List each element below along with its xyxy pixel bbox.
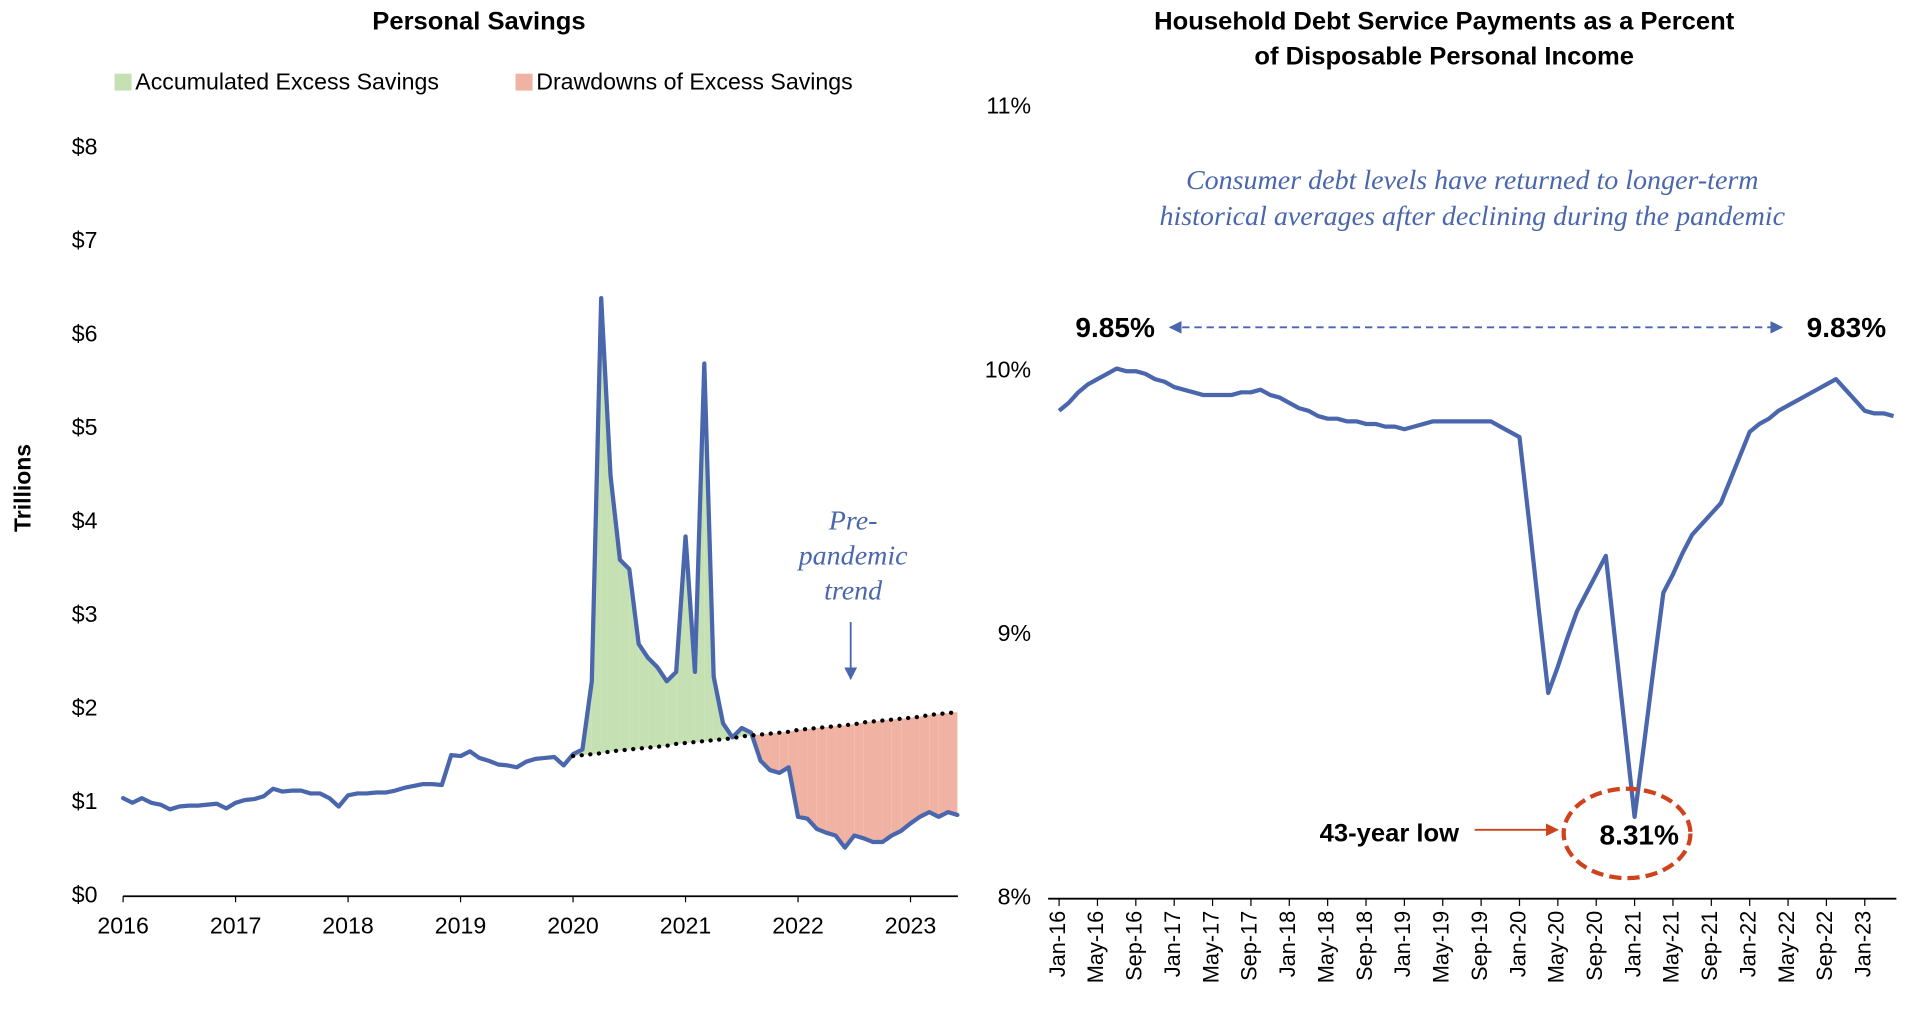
- excess-fill: [769, 732, 780, 773]
- y-tick-label: $0: [72, 881, 98, 907]
- subtitle: Consumer debt levels have returned to lo…: [1186, 165, 1759, 196]
- y-tick-label: $2: [72, 694, 98, 720]
- chart-title: Personal Savings: [372, 8, 585, 36]
- x-tick-label: Sep-21: [1697, 911, 1722, 981]
- legend-swatch: [114, 73, 132, 91]
- y-tick-label: $7: [72, 227, 98, 253]
- excess-fill: [629, 569, 639, 750]
- excess-fill: [648, 657, 658, 748]
- y-tick-label: $6: [72, 321, 98, 347]
- x-tick-label: Sep-19: [1467, 911, 1492, 981]
- x-tick-label: Sep-22: [1812, 911, 1837, 981]
- y-tick-label: 9%: [998, 620, 1031, 646]
- x-tick-label: May-17: [1198, 911, 1223, 983]
- excess-fill: [873, 720, 883, 843]
- y-tick-label: 10%: [985, 356, 1031, 382]
- subtitle: historical averages after declining duri…: [1159, 201, 1785, 232]
- value-label: 9.83%: [1807, 312, 1887, 343]
- legend-label: Drawdowns of Excess Savings: [536, 69, 853, 95]
- x-tick-label: Jan-17: [1160, 911, 1185, 977]
- x-tick-label: Sep-20: [1582, 911, 1607, 981]
- x-tick-label: 2018: [322, 913, 374, 939]
- excess-fill: [844, 724, 855, 848]
- excess-fill: [807, 728, 817, 829]
- excess-fill: [854, 722, 864, 839]
- x-tick-label: May-18: [1313, 911, 1338, 983]
- x-tick-label: 2022: [772, 913, 824, 939]
- x-tick-label: May-22: [1774, 911, 1799, 983]
- x-tick-label: 2021: [660, 913, 712, 939]
- x-tick-label: Jan-18: [1275, 911, 1300, 977]
- excess-fill: [619, 559, 630, 751]
- x-tick-label: May-16: [1083, 911, 1108, 983]
- value-label: 8.31%: [1599, 820, 1679, 851]
- x-tick-label: May-20: [1544, 911, 1569, 983]
- legend-swatch: [515, 73, 533, 91]
- excess-fill: [601, 298, 611, 754]
- legend-label: Accumulated Excess Savings: [135, 69, 439, 95]
- highlight-ring: [1561, 786, 1693, 881]
- x-tick-label: Jan-16: [1045, 911, 1070, 977]
- y-tick-label: $3: [72, 601, 98, 627]
- excess-fill: [948, 712, 958, 815]
- excess-fill: [929, 714, 939, 817]
- excess-fill: [863, 721, 874, 843]
- annotation: 43-year low: [1320, 819, 1460, 847]
- x-tick-label: 2019: [435, 913, 487, 939]
- x-tick-label: Sep-18: [1352, 911, 1377, 981]
- x-tick-label: Sep-17: [1237, 911, 1262, 981]
- x-tick-label: 2020: [547, 913, 599, 939]
- excess-fill: [779, 731, 789, 773]
- value-label: 9.85%: [1075, 312, 1155, 343]
- y-tick-label: 8%: [998, 884, 1031, 910]
- chart-title: Household Debt Service Payments as a Per…: [1154, 8, 1735, 36]
- data-line: [1057, 366, 1895, 820]
- excess-fill: [919, 714, 930, 817]
- y-tick-label: 11%: [986, 93, 1031, 119]
- annotation: Pre-: [828, 505, 878, 536]
- x-tick-label: Jan-23: [1850, 911, 1875, 977]
- excess-fill: [938, 713, 949, 817]
- y-tick-label: $4: [72, 508, 98, 534]
- excess-fill: [882, 719, 892, 843]
- annotation: trend: [824, 576, 883, 607]
- x-tick-label: Sep-16: [1122, 911, 1147, 981]
- y-tick-label: $5: [72, 414, 98, 440]
- x-tick-label: May-21: [1659, 911, 1684, 983]
- x-tick-label: 2023: [885, 913, 937, 939]
- excess-fill: [798, 728, 808, 819]
- x-tick-label: 2016: [97, 913, 149, 939]
- excess-fill: [666, 671, 677, 746]
- x-tick-label: Jan-22: [1735, 911, 1760, 977]
- x-tick-label: May-19: [1428, 911, 1453, 983]
- excess-fill: [835, 725, 845, 848]
- x-tick-label: Jan-19: [1390, 911, 1415, 977]
- excess-fill: [901, 717, 911, 831]
- annotation: pandemic: [797, 541, 909, 572]
- excess-fill: [826, 726, 836, 836]
- excess-fill: [910, 716, 920, 824]
- y-axis-title: Trillions: [9, 444, 35, 532]
- excess-fill: [638, 643, 649, 749]
- x-tick-label: 2017: [210, 913, 262, 939]
- data-line: [120, 295, 960, 850]
- y-tick-label: $8: [72, 134, 98, 160]
- excess-fill: [657, 667, 667, 747]
- excess-fill: [816, 727, 827, 833]
- x-tick-label: Jan-21: [1620, 911, 1645, 977]
- x-tick-label: Jan-20: [1505, 911, 1530, 977]
- excess-fill: [891, 718, 902, 836]
- y-tick-label: $1: [72, 788, 98, 814]
- chart-title: of Disposable Personal Income: [1254, 43, 1634, 71]
